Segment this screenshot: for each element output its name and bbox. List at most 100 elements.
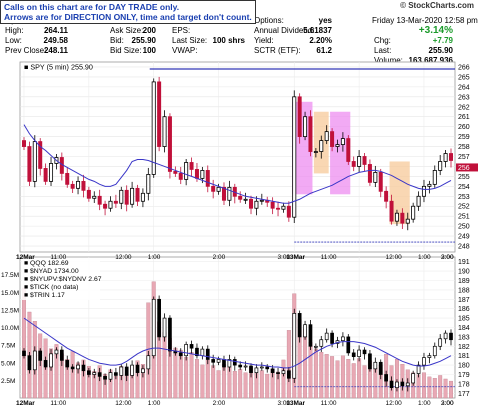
- qqq-candle-body: [324, 332, 329, 341]
- qqq-candle-body: [205, 348, 210, 360]
- volume-bar: [189, 352, 194, 399]
- candle-body: [297, 96, 302, 138]
- candle-body: [303, 116, 308, 138]
- volume-bar: [313, 348, 318, 399]
- candle-body: [86, 189, 91, 199]
- price-tick-label: 266: [458, 64, 470, 71]
- volume-bar: [346, 359, 351, 399]
- price-tick-label: 251: [458, 214, 470, 221]
- sctr-label: SCTR (ETF):: [254, 46, 301, 55]
- qqq-candle-body: [70, 366, 75, 370]
- candle-body: [308, 116, 313, 152]
- qqq-candle-body: [303, 324, 307, 338]
- candle-body: [281, 205, 286, 210]
- candle-body: [43, 168, 48, 182]
- qqq-candle-body: [330, 332, 334, 344]
- candle-body: [200, 170, 205, 179]
- dividend-label: Annual Dividend:: [254, 26, 315, 35]
- price-chart-title: ■ SPY (5 min) 255.90: [24, 63, 93, 72]
- qqq-candle-body: [119, 366, 124, 376]
- volume-tick-label: 7.5M: [1, 343, 15, 350]
- volume-bar: [351, 363, 356, 399]
- volume-bar: [362, 365, 367, 399]
- volume-tick-label: 12.5M: [1, 307, 19, 314]
- volume-bar: [335, 360, 340, 399]
- candle-body: [184, 162, 189, 180]
- volume-bar: [54, 344, 59, 399]
- qqq-candle-body: [200, 348, 205, 357]
- qqq-candle-body: [238, 364, 243, 368]
- volume-bar: [22, 287, 26, 399]
- qqq-candle-body: [416, 364, 421, 374]
- qqq-candle-body: [314, 345, 318, 348]
- ask-size-label: Ask Size:: [110, 26, 144, 35]
- low-label: Low:: [5, 36, 22, 45]
- candle-body: [130, 187, 135, 205]
- sctr-value: 61.2: [316, 46, 332, 55]
- qqq-candle-body: [432, 345, 437, 357]
- qqq-candle-body: [87, 370, 91, 375]
- candle-body: [416, 195, 421, 207]
- price-x-axis-label: 12Mar: [16, 254, 35, 261]
- candle-body: [227, 186, 232, 201]
- candle-body: [405, 218, 410, 224]
- qqq-candle-body: [276, 372, 280, 374]
- last-label: Last:: [374, 46, 392, 55]
- price-x-axis-label: 3:00: [277, 254, 290, 261]
- qqq-candle-body: [135, 364, 140, 373]
- candle-body: [221, 186, 226, 201]
- qqq-candle-body: [351, 352, 356, 357]
- price-tick-label: 265: [458, 74, 470, 81]
- volume-tick-label: 17.5M: [1, 272, 19, 279]
- candle-body: [211, 185, 216, 192]
- magenta-highlight-box: [292, 101, 313, 195]
- candle-body: [151, 81, 156, 175]
- candle-body: [335, 144, 340, 147]
- price-tick-label: 253: [458, 194, 470, 201]
- price-x-axis-label: 1:00: [148, 254, 161, 261]
- qqq-candle-body: [368, 353, 372, 370]
- price-x-axis-label: 11:00: [50, 254, 66, 261]
- indicator-x-axis-label: 11:00: [321, 400, 337, 406]
- volume-bar: [281, 359, 286, 399]
- brand-logo: © StockCharts.com: [400, 1, 474, 10]
- price-tick-label: 261: [458, 114, 470, 121]
- candle-body: [389, 200, 394, 222]
- price-tick-label: 248: [458, 244, 470, 251]
- candle-body: [97, 195, 102, 205]
- qqq-candle-body: [346, 336, 351, 354]
- volume-bar: [49, 348, 53, 399]
- dividend-value: 5.61837: [303, 26, 332, 35]
- volume-bar: [135, 360, 140, 399]
- qqq-candle-body: [227, 359, 232, 368]
- chg-value: +7.79: [432, 36, 453, 45]
- indicator-x-axis-label: 2:00: [441, 400, 454, 406]
- candle-body: [249, 198, 254, 209]
- qqq-candle-body: [286, 370, 291, 379]
- candle-body: [286, 205, 291, 218]
- qqq-candle-body: [411, 373, 416, 384]
- vwap-label: VWAP:: [172, 46, 198, 55]
- indicator-legend-bg: [22, 258, 100, 300]
- indicator-right-tick-label: 184: [458, 325, 470, 332]
- volume-bar: [357, 358, 362, 399]
- price-x-axis-label: 2:00: [441, 254, 454, 261]
- qqq-candle-body: [81, 364, 86, 372]
- price-tick-label: 254: [458, 184, 470, 191]
- sma-line: [23, 124, 452, 204]
- volume-tick-label: 10.0M: [1, 325, 19, 332]
- indicator-legend-entry: ■ $NYUPV:$NYDNV 2.67: [24, 276, 102, 283]
- price-tick-label: 260: [458, 124, 470, 131]
- volume-tick-label: 5.0M: [1, 360, 15, 367]
- indicator-right-tick-label: 181: [458, 353, 470, 360]
- candle-body: [292, 96, 297, 218]
- candle-body: [313, 151, 318, 153]
- qqq-candle-body: [384, 374, 388, 382]
- qqq-candle-body: [54, 349, 59, 355]
- price-tick-label: 264: [458, 84, 470, 91]
- qqq-candle-body: [114, 372, 118, 376]
- indicator-x-axis-label: 12:00: [386, 400, 403, 406]
- price-tick-label: 255: [458, 174, 470, 181]
- qqq-candle-body: [178, 352, 183, 357]
- qqq-candle-body: [405, 382, 410, 387]
